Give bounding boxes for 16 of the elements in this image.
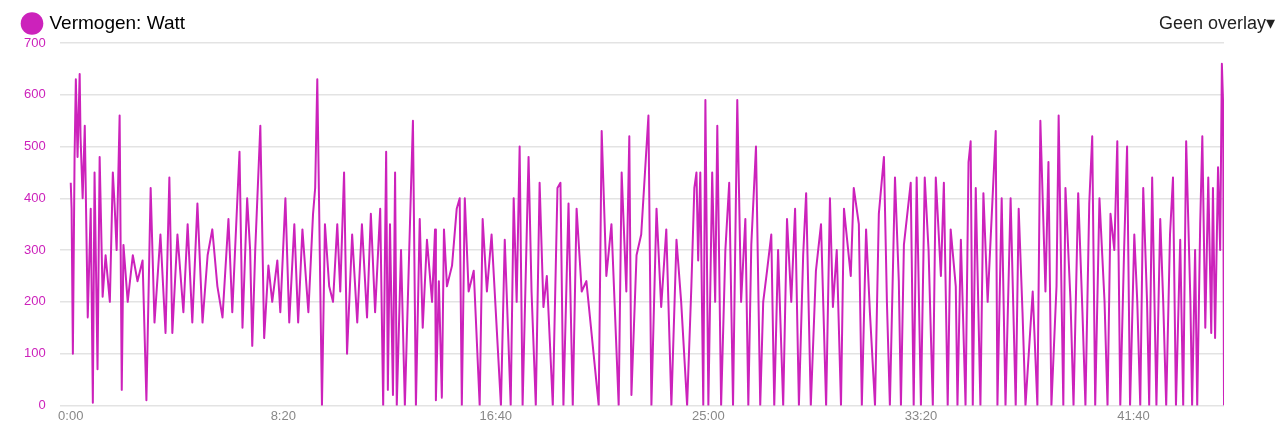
- y-tick-label: 500: [23, 138, 46, 154]
- y-tick-label: 200: [23, 293, 46, 309]
- y-tick-label: 300: [23, 241, 46, 257]
- x-tick-label: 25:00: [692, 407, 725, 423]
- y-tick-label: 0: [38, 396, 46, 412]
- y-tick-label: 100: [23, 345, 46, 361]
- y-tick-label: 400: [23, 189, 46, 205]
- x-tick-label: 8:20: [270, 407, 296, 423]
- x-tick-label: 0:00: [58, 407, 84, 423]
- text: Geen overlay▾: [1158, 12, 1275, 34]
- legend-label: Vermogen: Watt: [49, 11, 186, 33]
- x-tick-label: 16:40: [479, 407, 513, 423]
- y-tick-label: 700: [23, 34, 46, 50]
- x-tick-label: 41:40: [1117, 407, 1150, 423]
- x-tick-label: 33:20: [904, 407, 938, 423]
- y-tick-label: 600: [23, 86, 46, 102]
